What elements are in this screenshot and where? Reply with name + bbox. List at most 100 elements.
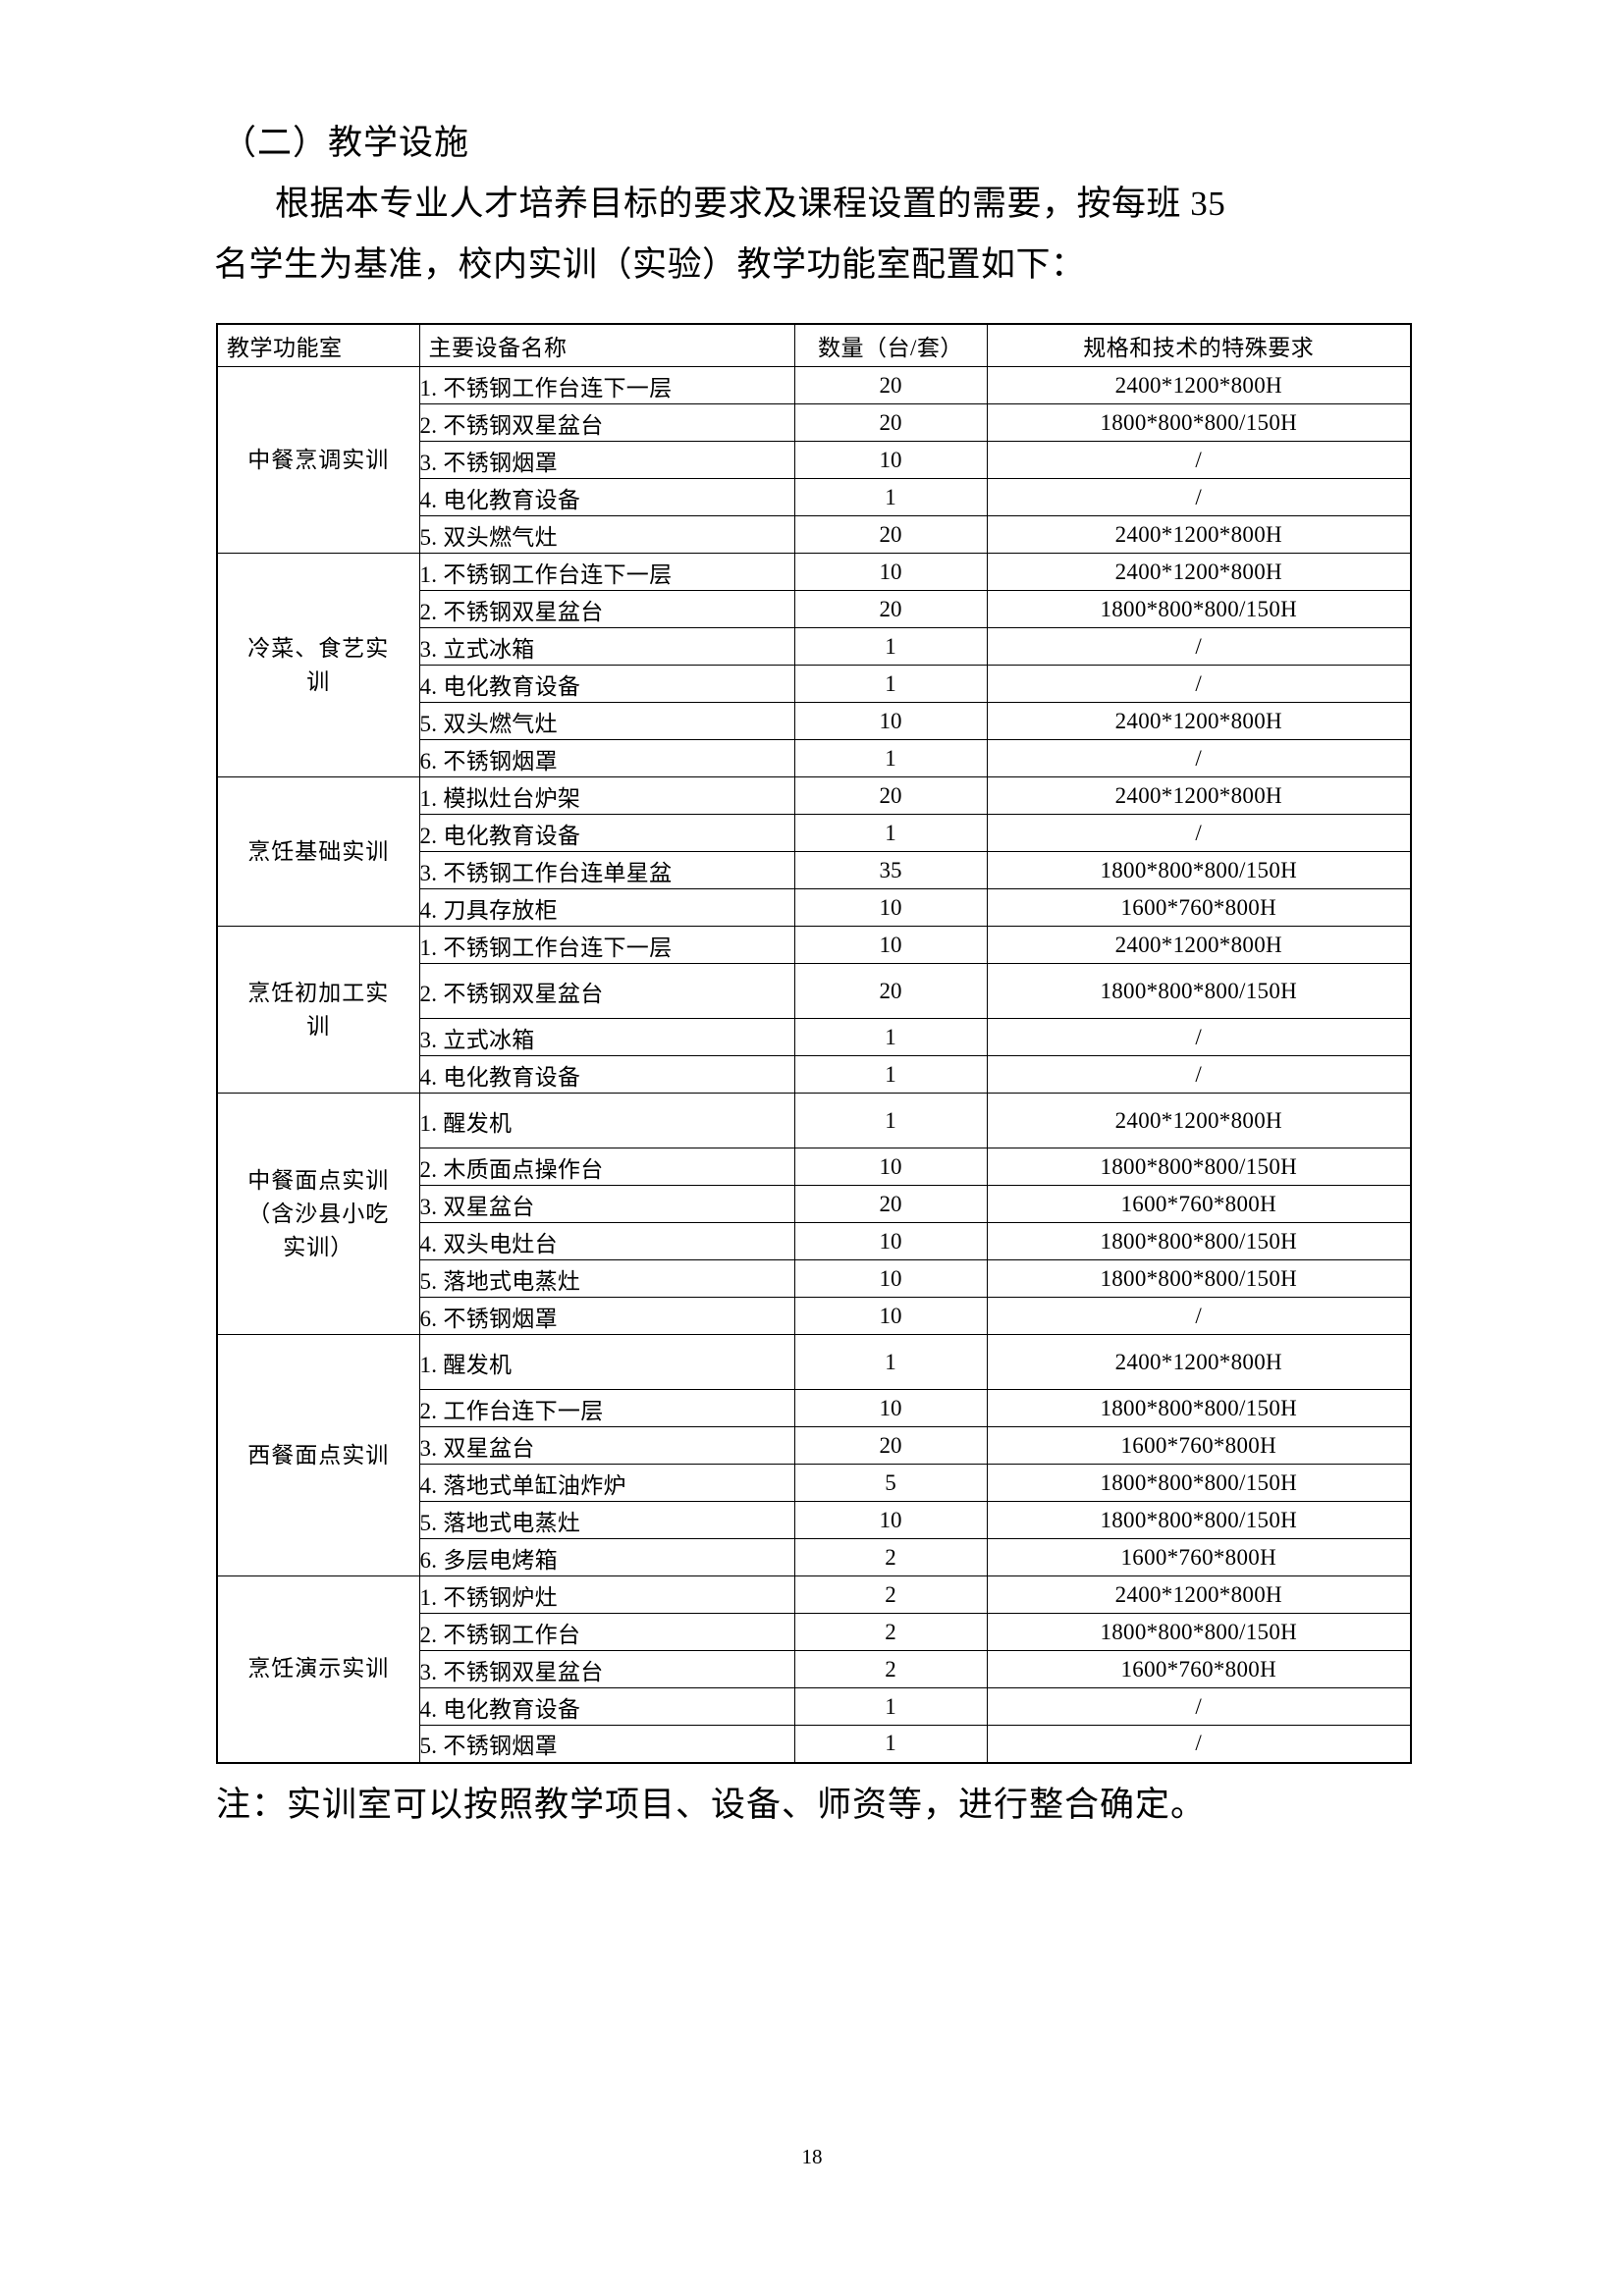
spec-cell: 1800*800*800/150H — [986, 1259, 1412, 1298]
spec-cell: 2400*1200*800H — [986, 553, 1412, 591]
table-row: 5. 落地式电蒸灶 10 1800*800*800/150H — [217, 1259, 1412, 1298]
spec-cell: 1800*800*800/150H — [986, 1389, 1412, 1427]
spec-cell: / — [986, 441, 1412, 479]
quantity-cell: 1 — [793, 478, 988, 516]
quantity-cell: 10 — [793, 1148, 988, 1186]
table-header-row: 教学功能室 主要设备名称 数量（台/套） 规格和技术的特殊要求 — [216, 323, 1412, 367]
spec-cell: 1800*800*800/150H — [986, 851, 1412, 889]
section-heading: （二）教学设施 — [222, 124, 470, 162]
quantity-cell: 20 — [793, 776, 988, 815]
table-row: 中餐烹调实训 1. 不锈钢工作台连下一层 20 2400*1200*800H — [216, 366, 1412, 554]
column-header-quantity: 数量（台/套） — [793, 323, 988, 367]
spec-cell: 1600*760*800H — [986, 1538, 1412, 1576]
equipment-table-wrapper: 教学功能室 主要设备名称 数量（台/套） 规格和技术的特殊要求 中餐烹调实训 1.… — [216, 323, 1412, 1764]
intro-paragraph-line-2: 名学生为基准，校内实训（实验）教学功能室配置如下： — [214, 245, 1086, 284]
table-row: 5. 双头燃气灶 10 2400*1200*800H — [217, 702, 1412, 740]
spec-cell: 2400*1200*800H — [986, 515, 1412, 554]
room-label-line: 训 — [306, 1013, 331, 1039]
equipment-name-cell: 5. 双头燃气灶 — [418, 515, 795, 554]
room-label-line: （含沙县小吃 — [247, 1201, 390, 1226]
room-label-line: 烹饪演示实训 — [247, 1656, 390, 1682]
equipment-name-cell: 3. 立式冰箱 — [418, 627, 795, 666]
spec-cell: 1800*800*800/150H — [986, 1222, 1412, 1260]
quantity-cell: 20 — [793, 403, 988, 442]
table-row: 4. 双头电灶台 10 1800*800*800/150H — [217, 1222, 1412, 1260]
quantity-cell: 10 — [793, 702, 988, 740]
equipment-name-cell: 3. 双星盆台 — [418, 1426, 795, 1465]
spec-cell: / — [986, 478, 1412, 516]
quantity-cell: 10 — [793, 926, 988, 964]
table-row: 3. 双星盆台 20 1600*760*800H — [217, 1426, 1412, 1465]
room-label-line: 冷菜、食艺实 — [247, 635, 390, 661]
equipment-name-cell: 6. 多层电烤箱 — [418, 1538, 795, 1576]
table-row: 4. 电化教育设备 1/ — [217, 665, 1412, 703]
equipment-name-cell: 5. 落地式电蒸灶 — [418, 1259, 795, 1298]
quantity-cell: 2 — [793, 1538, 988, 1576]
quantity-cell: 1 — [793, 1334, 988, 1390]
quantity-cell: 20 — [793, 1426, 988, 1465]
column-header-room: 教学功能室 — [216, 323, 420, 367]
equipment-name-cell: 2. 工作台连下一层 — [418, 1389, 795, 1427]
quantity-cell: 20 — [793, 590, 988, 628]
table-row: 冷菜、食艺实训 1. 不锈钢工作台连下一层 10 2400*1200*800H — [216, 553, 1412, 777]
table-note: 注：实训室可以按照教学项目、设备、师资等，进行整合确定。 — [216, 1785, 1207, 1824]
table-row: 2. 木质面点操作台 10 1800*800*800/150H — [217, 1148, 1412, 1186]
quantity-cell: 2 — [793, 1613, 988, 1651]
spec-cell: 2400*1200*800H — [986, 776, 1412, 815]
equipment-name-cell: 1. 不锈钢工作台连下一层 — [418, 366, 795, 404]
table-row: 2. 不锈钢双星盆台 20 1800*800*800/150H — [217, 963, 1412, 1019]
quantity-cell: 1 — [793, 627, 988, 666]
spec-cell: / — [986, 814, 1412, 852]
room-cell: 冷菜、食艺实训 — [216, 553, 420, 777]
quantity-cell: 1 — [793, 1687, 988, 1726]
room-cell: 烹饪基础实训 — [216, 776, 420, 927]
spec-cell: / — [986, 1297, 1412, 1335]
table-row: 2. 不锈钢工作台 2 1800*800*800/150H — [217, 1613, 1412, 1651]
page-number: 18 — [801, 2145, 823, 2168]
equipment-name-cell: 3. 不锈钢工作台连单星盆 — [418, 851, 795, 889]
room-label-line: 训 — [306, 668, 331, 694]
equipment-name-cell: 1. 不锈钢工作台连下一层 — [418, 553, 795, 591]
room-cell: 烹饪演示实训 — [216, 1575, 420, 1763]
spec-cell: 1800*800*800/150H — [986, 1613, 1412, 1651]
room-cell: 中餐烹调实训 — [216, 366, 420, 554]
spec-cell: / — [986, 1018, 1412, 1056]
spec-cell: / — [986, 1725, 1412, 1763]
table-row: 6. 多层电烤箱 2 1600*760*800H — [217, 1538, 1412, 1576]
quantity-cell: 1 — [793, 665, 988, 703]
equipment-name-cell: 4. 电化教育设备 — [418, 665, 795, 703]
quantity-cell: 20 — [793, 1185, 988, 1223]
room-label-line: 西餐面点实训 — [247, 1442, 390, 1468]
spec-cell: / — [986, 1687, 1412, 1726]
equipment-name-cell: 5. 不锈钢烟罩 — [418, 1725, 795, 1763]
quantity-cell: 10 — [793, 1222, 988, 1260]
equipment-name-cell: 1. 不锈钢炉灶 — [418, 1575, 795, 1614]
quantity-cell: 1 — [793, 739, 988, 777]
equipment-name-cell: 5. 双头燃气灶 — [418, 702, 795, 740]
table-row: 3. 立式冰箱 1/ — [217, 627, 1412, 666]
table-row: 2. 不锈钢双星盆台 20 1800*800*800/150H — [217, 403, 1412, 442]
quantity-cell: 35 — [793, 851, 988, 889]
quantity-cell: 20 — [793, 366, 988, 404]
equipment-name-cell: 2. 电化教育设备 — [418, 814, 795, 852]
table-row: 3. 不锈钢双星盆台 2 1600*760*800H — [217, 1650, 1412, 1688]
table-row: 6. 不锈钢烟罩 1/ — [217, 739, 1412, 777]
equipment-name-cell: 4. 刀具存放柜 — [418, 888, 795, 927]
room-label-line: 烹饪基础实训 — [247, 838, 390, 864]
spec-cell: 1800*800*800/150H — [986, 590, 1412, 628]
spec-cell: 2400*1200*800H — [986, 1334, 1412, 1390]
spec-cell: 2400*1200*800H — [986, 926, 1412, 964]
quantity-cell: 10 — [793, 1389, 988, 1427]
table-row: 5. 落地式电蒸灶 10 1800*800*800/150H — [217, 1501, 1412, 1539]
table-row: 2. 工作台连下一层 10 1800*800*800/150H — [217, 1389, 1412, 1427]
table-row: 3. 双星盆台 20 1600*760*800H — [217, 1185, 1412, 1223]
quantity-cell: 2 — [793, 1650, 988, 1688]
equipment-table: 教学功能室 主要设备名称 数量（台/套） 规格和技术的特殊要求 中餐烹调实训 1.… — [216, 323, 1412, 1764]
spec-cell: 2400*1200*800H — [986, 702, 1412, 740]
table-row: 烹饪演示实训 1. 不锈钢炉灶 2 2400*1200*800H — [216, 1575, 1412, 1763]
equipment-name-cell: 1. 模拟灶台炉架 — [418, 776, 795, 815]
intro-paragraph: 根据本专业人才培养目标的要求及课程设置的需要，按每班 35 名学生为基准，校内实… — [214, 174, 1412, 295]
spec-cell: / — [986, 665, 1412, 703]
quantity-cell: 20 — [793, 515, 988, 554]
quantity-cell: 10 — [793, 553, 988, 591]
